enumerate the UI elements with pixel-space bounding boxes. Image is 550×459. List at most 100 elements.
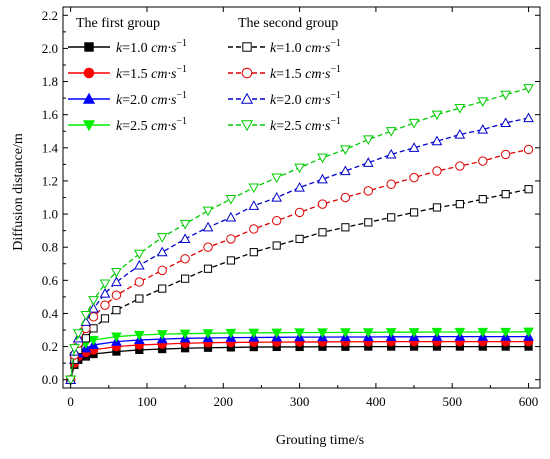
series-second-k2-5 [65, 84, 534, 386]
y-tick-label: 0.4 [42, 306, 59, 321]
x-tick-label: 600 [519, 394, 539, 409]
data-point [179, 329, 191, 340]
y-tick-label: 0.0 [42, 372, 58, 387]
y-axis: 0.0 0.2 0.4 0.6 0.8 1.0 1.2 1.4 1.6 1.8 2.0 2.2 [42, 8, 540, 387]
legend-label: k=2.5 cm·s−1 [270, 116, 341, 134]
data-point [271, 191, 283, 202]
data-point [477, 124, 489, 134]
y-tick-label: 1.8 [42, 74, 58, 89]
data-point [523, 112, 534, 123]
data-point [156, 246, 168, 257]
data-point [82, 92, 96, 104]
data-point [524, 185, 533, 194]
data-point [362, 135, 374, 146]
legend-entry: k=1.0 cm·s−1 [68, 38, 187, 56]
data-point [156, 233, 168, 243]
y-axis-title: Diffusion distance/m [11, 133, 26, 251]
x-axis-title: Grouting time/s [276, 433, 364, 448]
data-point [454, 103, 466, 114]
data-point [226, 256, 236, 265]
data-point [386, 179, 396, 189]
y-tick-label: 0.6 [42, 273, 59, 288]
data-point [225, 195, 237, 205]
legend-entry: k=2.0 cm·s−1 [68, 90, 187, 108]
data-point [88, 302, 99, 313]
data-point [455, 200, 464, 209]
data-point [202, 221, 214, 232]
y-tick-label: 2.0 [42, 41, 58, 56]
x-tick-label: 500 [442, 394, 462, 409]
data-point [478, 195, 487, 204]
data-point [340, 145, 351, 155]
data-point [500, 117, 512, 128]
data-point [317, 328, 328, 339]
data-point [409, 208, 419, 217]
data-point [240, 120, 254, 132]
data-point [65, 375, 76, 386]
data-point [455, 161, 465, 171]
data-point [156, 330, 168, 340]
data-point [432, 203, 442, 212]
data-point [99, 288, 111, 298]
data-point [133, 259, 145, 270]
data-point [241, 67, 253, 79]
data-point [82, 120, 96, 132]
data-point [157, 265, 167, 276]
data-point [294, 207, 305, 218]
data-point [248, 200, 260, 210]
legend-entry: k=2.5 cm·s−1 [68, 116, 187, 134]
data-point [180, 254, 190, 264]
data-point [500, 327, 512, 338]
data-point [272, 241, 281, 250]
data-point [271, 173, 283, 184]
data-point [248, 328, 260, 339]
data-point [69, 344, 80, 354]
data-point [363, 186, 373, 196]
data-point [317, 173, 328, 184]
series-first-k1-0 [66, 342, 533, 384]
data-point [202, 329, 214, 339]
data-point [478, 156, 488, 166]
legend-entry: k=1.5 cm·s−1 [68, 64, 187, 82]
legend-label: k=2.0 cm·s−1 [116, 90, 187, 108]
data-point [100, 314, 110, 323]
data-point [408, 328, 420, 338]
y-tick-label: 1.6 [42, 107, 59, 122]
data-point [477, 97, 489, 107]
data-point [88, 296, 99, 306]
legend-label: k=1.5 cm·s−1 [116, 64, 187, 82]
legend-entry: k=1.0 cm·s−1 [228, 38, 341, 56]
legend-group-1-title: The first group [76, 16, 160, 31]
data-point [133, 249, 145, 260]
x-tick-label: 300 [290, 394, 310, 409]
y-tick-label: 0.2 [42, 339, 58, 354]
data-point [88, 335, 99, 346]
data-point [409, 172, 419, 183]
data-point [88, 312, 99, 322]
data-point [226, 234, 236, 244]
data-point [134, 277, 145, 287]
data-point [99, 279, 111, 290]
data-point [523, 144, 534, 155]
data-point [454, 327, 466, 338]
legend-entry: k=2.0 cm·s−1 [228, 90, 341, 108]
data-point [111, 290, 122, 300]
data-point [158, 284, 167, 293]
data-point [100, 300, 110, 310]
data-point [249, 224, 259, 234]
data-point [431, 110, 443, 121]
series-first-k1-5 [65, 336, 534, 385]
x-tick-label: 200 [214, 394, 234, 409]
data-point [385, 127, 397, 137]
data-point [408, 118, 420, 129]
data-point [340, 192, 351, 203]
data-point [294, 182, 305, 192]
x-tick-label: 0 [67, 394, 74, 409]
data-point [501, 190, 510, 199]
series-first-k2-0 [65, 331, 534, 384]
data-point [295, 234, 304, 244]
data-point [294, 163, 305, 174]
data-point [179, 219, 191, 230]
data-point [225, 211, 237, 222]
legend: The first group The second group k=1.0 c… [68, 16, 341, 134]
